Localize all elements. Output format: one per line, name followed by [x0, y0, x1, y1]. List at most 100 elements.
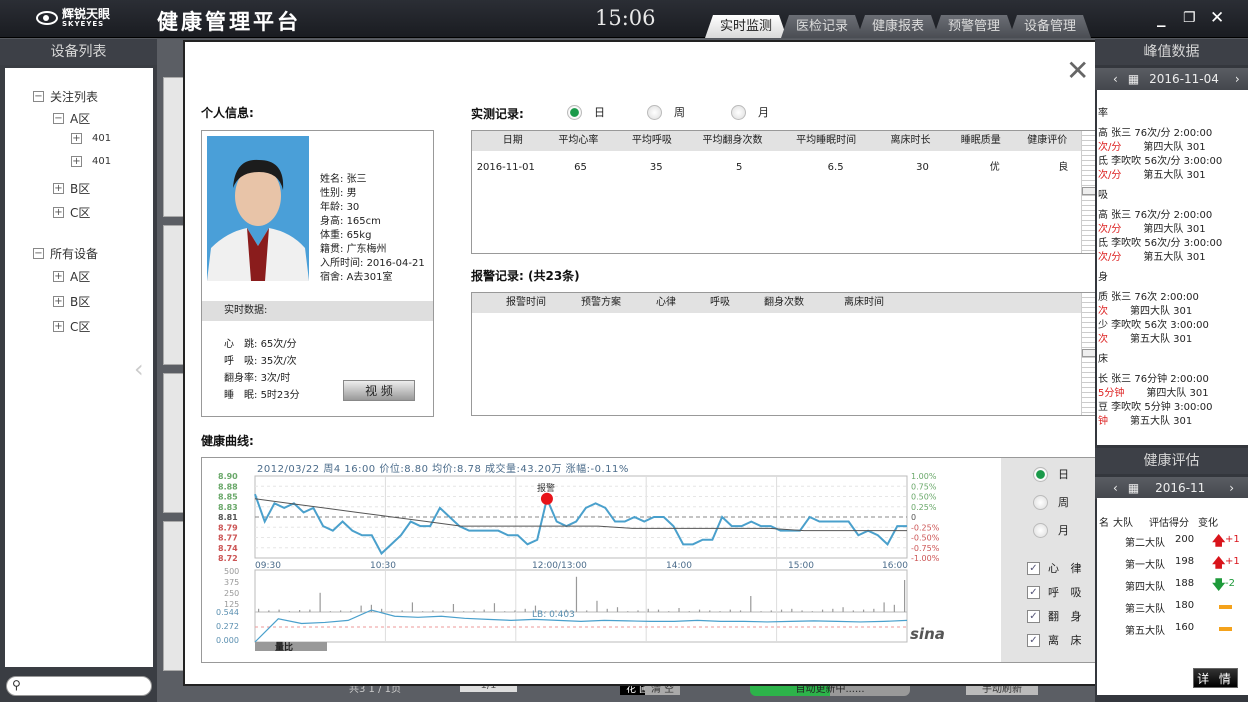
peak-line: 身 — [1098, 268, 1108, 283]
restore-icon[interactable]: ❐ — [1183, 10, 1196, 26]
peak-team: 第四大队 301 — [1143, 224, 1206, 235]
tree-node-label: 401 — [92, 156, 112, 167]
radio-label: 日 — [594, 106, 605, 119]
tree-node[interactable]: − 关注列表 — [33, 88, 98, 105]
expand-icon[interactable]: + — [71, 156, 82, 167]
chart-title: 2012/03/22 周4 16:00 价位:8.80 均价:8.78 成交量:… — [257, 462, 629, 475]
app-title: 健康管理平台 — [157, 10, 301, 34]
series-checkbox-3[interactable]: ✓ 离 床 — [1027, 632, 1086, 648]
field-value: 男 — [346, 188, 357, 199]
tree-node[interactable]: − 所有设备 — [33, 245, 98, 262]
prev-month-icon[interactable]: ‹ — [1113, 481, 1118, 495]
next-month-icon[interactable]: › — [1229, 481, 1235, 495]
device-thumbnail[interactable] — [163, 225, 185, 365]
radio-icon[interactable] — [567, 104, 582, 120]
realtime-field: 心 跳: 65次/分 — [224, 339, 297, 350]
score: 198 — [1175, 556, 1195, 567]
curve-period-radio-1[interactable]: 周 — [1033, 494, 1069, 510]
expand-icon[interactable]: + — [53, 296, 64, 307]
x-tick: 15:00 — [788, 561, 814, 571]
period-radio-0[interactable]: 日 — [567, 104, 605, 120]
eval-date: 2016-11 — [1155, 481, 1206, 495]
expand-icon[interactable]: + — [53, 321, 64, 332]
expand-icon[interactable]: + — [53, 207, 64, 218]
collapse-arrow-icon[interactable]: ‹ — [134, 355, 144, 383]
checkbox-icon[interactable]: ✓ — [1027, 633, 1040, 647]
expand-icon[interactable]: + — [53, 271, 64, 282]
peak-line: 长 张三 76分钟 2:00:00 — [1098, 370, 1209, 385]
expand-icon[interactable]: + — [71, 133, 82, 144]
volume-bar — [862, 609, 865, 612]
volume-bar — [258, 608, 260, 612]
tree-node[interactable]: +401 — [71, 133, 111, 144]
device-thumbnail[interactable] — [163, 77, 185, 217]
peak-line: 豆 李吹吹 5分钟 3:00:00 — [1098, 398, 1212, 413]
series-checkbox-1[interactable]: ✓ 呼 吸 — [1027, 584, 1086, 600]
radio-icon[interactable] — [731, 104, 746, 120]
curve-period-radio-2[interactable]: 月 — [1033, 522, 1069, 538]
arrow-down-icon: 🡇 — [1212, 578, 1226, 593]
peak-text: 高 张三 76次/分 2:00:00 — [1098, 210, 1213, 221]
close-window-icon[interactable]: ✕ — [1210, 8, 1225, 28]
tab-1[interactable]: 医检记录 — [781, 15, 863, 38]
device-thumbnail[interactable] — [163, 521, 185, 671]
realtime-field: 呼 吸: 35次/次 — [224, 356, 297, 367]
tree-node[interactable]: + B区 — [53, 293, 90, 310]
video-button[interactable]: 视 频 — [343, 380, 415, 401]
checkbox-icon[interactable]: ✓ — [1027, 585, 1040, 599]
peak-text: 豆 李吹吹 5分钟 3:00:00 — [1098, 402, 1213, 413]
field-label: 体重 — [320, 230, 340, 241]
tab-2[interactable]: 健康报表 — [857, 15, 939, 38]
lb-tick: 0.272 — [216, 622, 239, 631]
search-input[interactable]: ⚲ — [6, 676, 152, 696]
collapse-icon[interactable]: − — [53, 113, 64, 124]
tab-0[interactable]: 实时监测 — [705, 15, 787, 38]
tree-node[interactable]: − A区 — [53, 110, 90, 127]
tree-node[interactable]: +401 — [71, 156, 111, 167]
period-radio-2[interactable]: 月 — [731, 104, 769, 120]
series-checkbox-2[interactable]: ✓ 翻 身 — [1027, 608, 1086, 624]
scrollbar[interactable] — [1081, 293, 1098, 415]
table-row[interactable]: 2016-11-01 65 35 5 6.5 30 优 良 — [472, 151, 1098, 181]
radio-icon[interactable] — [1033, 494, 1048, 510]
radio-icon[interactable] — [1033, 522, 1048, 538]
peak-line: 次/分 第四大队 301 — [1098, 138, 1206, 153]
tree-node-label: A区 — [70, 270, 91, 284]
column-header: 睡眠质量 — [960, 135, 1001, 146]
tree-node[interactable]: + A区 — [53, 268, 90, 285]
device-thumbnail[interactable] — [163, 373, 185, 513]
tree-node[interactable]: + C区 — [53, 204, 90, 221]
peak-line: 质 张三 76次 2:00:00 — [1098, 288, 1199, 303]
tab-3[interactable]: 预警管理 — [933, 15, 1015, 38]
volume-bar — [278, 609, 280, 612]
field-value: 5时23分 — [260, 390, 300, 401]
period-radio-1[interactable]: 周 — [647, 104, 685, 120]
volume-bar — [319, 592, 321, 612]
checkbox-icon[interactable]: ✓ — [1027, 609, 1040, 623]
series-checkbox-0[interactable]: ✓ 心 律 — [1027, 560, 1086, 576]
tab-4[interactable]: 设备管理 — [1009, 15, 1091, 38]
checkbox-icon[interactable]: ✓ — [1027, 561, 1040, 575]
radio-icon[interactable] — [647, 104, 662, 120]
radio-icon[interactable] — [1033, 466, 1048, 482]
minimize-icon[interactable]: _ — [1157, 8, 1166, 28]
y-tick-left: 8.79 — [218, 523, 238, 532]
no-change-icon — [1219, 627, 1232, 631]
calendar-icon[interactable]: ▦ — [1127, 481, 1140, 495]
calendar-icon[interactable]: ▦ — [1127, 72, 1140, 86]
next-date-icon[interactable]: › — [1234, 72, 1240, 86]
tree-node[interactable]: + C区 — [53, 318, 90, 335]
collapse-icon[interactable]: − — [33, 248, 44, 259]
prev-date-icon[interactable]: ‹ — [1113, 72, 1118, 86]
eval-column-header: 名 — [1099, 518, 1109, 529]
collapse-icon[interactable]: − — [33, 91, 44, 102]
peak-team: 第五大队 301 — [1143, 170, 1206, 181]
tree-node[interactable]: + B区 — [53, 180, 90, 197]
lb-tab-bg — [255, 642, 327, 651]
alarm-title-text: 报警记录: — [471, 269, 524, 283]
peak-line: 床 — [1098, 350, 1108, 365]
expand-icon[interactable]: + — [53, 183, 64, 194]
close-icon[interactable]: ✕ — [1066, 54, 1090, 87]
curve-period-radio-0[interactable]: 日 — [1033, 466, 1069, 482]
detail-button[interactable]: 详 情 — [1193, 668, 1238, 688]
